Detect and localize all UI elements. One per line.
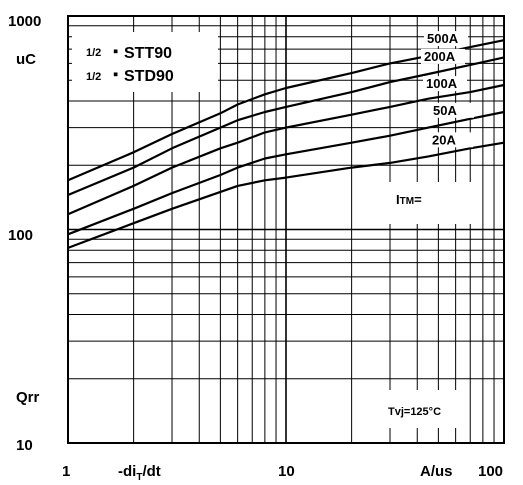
series-label-bg xyxy=(430,102,474,118)
y-axis-label: Qrr xyxy=(16,389,40,406)
series-label-bg xyxy=(429,132,473,148)
series-label-200A: 200A xyxy=(424,49,456,64)
y-tick-100: 100 xyxy=(8,227,33,244)
device-box-bg xyxy=(72,32,218,92)
y-unit: uC xyxy=(16,51,36,68)
x-axis-label: -diT/dt xyxy=(118,463,161,483)
y-tick-1000: 1000 xyxy=(8,13,41,30)
x-tick-100: 100 xyxy=(478,463,503,480)
chart-grid xyxy=(68,16,504,443)
condition-bg xyxy=(378,390,468,428)
device-1-bullet: ▪ xyxy=(113,43,118,60)
device-1-fraction: 1/2 xyxy=(86,47,101,59)
series-label-backgrounds xyxy=(421,31,474,148)
y-tick-10: 10 xyxy=(16,437,33,454)
device-2-fraction: 1/2 xyxy=(86,71,101,83)
series-label-50A: 50A xyxy=(433,103,457,118)
legend-title-bg xyxy=(378,182,473,224)
series-line-20A xyxy=(67,141,505,249)
legend-title: ITM= xyxy=(396,192,422,207)
series-label-500A: 500A xyxy=(427,31,459,46)
series-label-bg xyxy=(421,48,465,64)
series-line-100A xyxy=(67,83,505,216)
series-labels: 500A 200A 100A 50A 20A xyxy=(424,31,459,147)
series-label-20A: 20A xyxy=(432,132,456,147)
series-line-50A xyxy=(67,110,505,236)
series-label-bg xyxy=(424,31,468,47)
series-label-100A: 100A xyxy=(426,76,458,91)
x-tick-10: 10 xyxy=(278,463,295,480)
x-tick-1: 1 xyxy=(62,463,70,480)
series-line-200A xyxy=(67,56,505,197)
device-2-bullet: ▪ xyxy=(113,66,118,83)
series-label-bg xyxy=(423,76,467,92)
x-unit: A/us xyxy=(420,463,453,480)
device-2-name: STD90 xyxy=(124,68,174,85)
condition-label: Tvj=125°C xyxy=(388,406,441,418)
plot-frame xyxy=(67,15,505,444)
device-1-name: STT90 xyxy=(124,45,172,62)
